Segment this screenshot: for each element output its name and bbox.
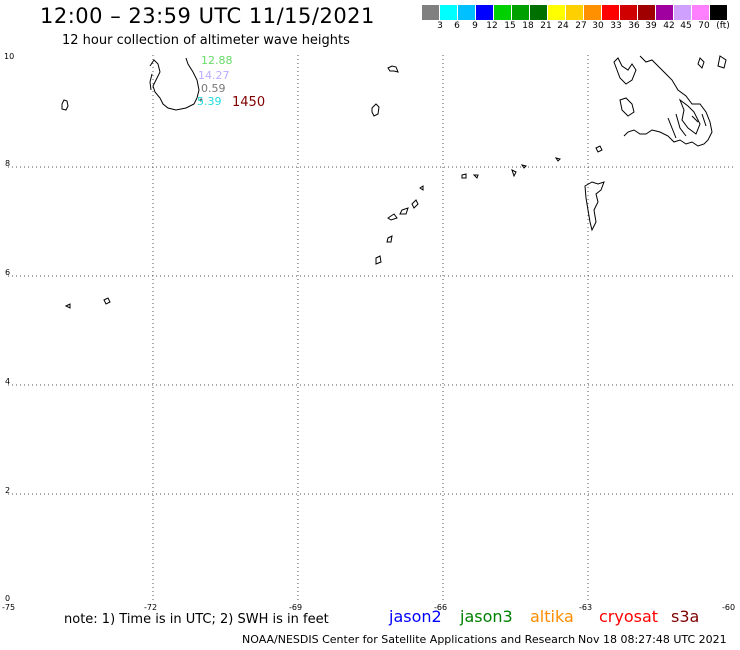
scale-unit: (ft) [716,21,730,31]
altimeter-data-point [199,98,203,102]
scale-label: 3 [437,21,443,31]
coastline-mainland [623,55,713,147]
y-tick-label: 8 [5,159,10,168]
scale-label: 24 [557,21,569,31]
graticule-grid [8,55,733,603]
satellite-legend-item: jason2 [389,607,442,626]
page-title: 12:00 – 23:59 UTC 11/15/2021 [40,4,375,28]
coastline-island [520,164,527,169]
scale-label: 33 [610,21,622,31]
scale-label: 9 [472,21,478,31]
coastline-island [387,213,398,221]
coastline-island [461,173,467,179]
scale-swatch-15 [692,5,710,20]
scale-swatch-10 [602,5,620,20]
y-axis-labels: 0 2 4 6 8 10 [4,52,14,603]
scale-label: 36 [628,21,640,31]
footer-timestamp: Nov 18 08:27:48 UTC 2021 [578,633,727,646]
coastline-island [386,235,393,243]
coastline-island [619,97,635,117]
coastline-island [472,174,479,179]
scale-label: 39 [645,21,657,31]
scale-swatch-4 [494,5,512,20]
color-scale-labels: 3 6 9 12 15 18 21 24 27 30 33 36 39 42 4… [422,20,740,34]
scale-swatch-9 [584,5,602,20]
scale-label: 45 [680,21,692,31]
scale-label: 27 [575,21,587,31]
x-tick-label: -63 [579,603,592,612]
x-tick-label: -60 [722,603,735,612]
scale-swatch-14 [674,5,692,20]
wave-height-value: 12.88 [201,54,233,67]
scale-label: 12 [486,21,498,31]
pass-time-label: 1450 [232,95,265,110]
coastline-aruba [61,99,69,111]
coastline-island [371,103,380,117]
scale-label: 18 [522,21,534,31]
coastline-island [419,185,424,191]
y-tick-label: 0 [5,594,10,603]
coastline-paraguana [149,57,200,111]
y-tick-label: 10 [4,52,14,61]
page-subtitle: 12 hour collection of altimeter wave hei… [62,33,350,48]
y-tick-label: 2 [5,486,10,495]
coastline-island [717,55,727,69]
coastline-island [613,57,637,85]
coastline-island [103,297,111,305]
coastline-island [399,207,409,215]
scale-swatch-3 [476,5,494,20]
scale-swatch-11 [620,5,638,20]
coastline-island [64,303,71,309]
x-tick-label: -69 [289,603,302,612]
satellite-legend-item: altika [530,607,574,626]
scale-swatch-12 [638,5,656,20]
coastline-island [697,57,705,69]
color-scale-swatches [422,5,740,20]
scale-label: 42 [663,21,675,31]
footer-credit: NOAA/NESDIS Center for Satellite Applica… [242,633,576,646]
coastline-island [554,157,561,162]
y-tick-label: 4 [5,377,10,386]
scale-swatch-2 [458,5,476,20]
coastlines [61,55,727,309]
wave-height-value: 5.39 [197,95,222,108]
scale-label: 6 [454,21,460,31]
scale-label: 70 [698,21,710,31]
scale-swatch-5 [512,5,530,20]
coastline-island [511,169,517,178]
scale-label: 15 [504,21,516,31]
scale-swatch-8 [566,5,584,20]
scale-swatch-16 [710,5,728,20]
wave-height-annotations: 12.88 14.27 0.59 5.39 1450 [197,54,265,110]
x-tick-label: -72 [144,603,157,612]
satellite-legend-item: s3a [671,607,700,626]
footer-note: note: 1) Time is in UTC; 2) SWH is in fe… [64,612,329,627]
scale-swatch-6 [530,5,548,20]
coastline-island [411,199,419,209]
wave-height-value: 0.59 [201,82,226,95]
satellite-legend-item: cryosat [599,607,659,626]
scale-label: 30 [592,21,604,31]
scale-swatch-13 [656,5,674,20]
satellite-legend-item: jason3 [460,607,513,626]
y-tick-label: 6 [5,268,10,277]
scale-label: 21 [540,21,552,31]
coastline-island [584,181,605,232]
x-axis-labels: -75 -72 -69 -66 -63 -60 [2,603,735,612]
x-tick-label: -66 [434,603,447,612]
coastline-island [387,65,399,73]
coastline-island [375,255,382,265]
scale-swatch-0 [422,5,440,20]
scale-swatch-7 [548,5,566,20]
coastline-island [595,145,603,153]
scale-swatch-1 [440,5,458,20]
wave-height-value: 14.27 [198,69,230,82]
wave-height-color-scale: 3 6 9 12 15 18 21 24 27 30 33 36 39 42 4… [422,5,740,34]
x-tick-label: -75 [2,603,15,612]
